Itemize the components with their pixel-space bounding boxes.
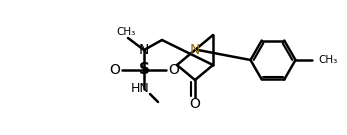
Text: S: S xyxy=(138,63,150,77)
Text: O: O xyxy=(189,97,201,111)
Text: CH₃: CH₃ xyxy=(116,26,136,36)
Text: N: N xyxy=(139,43,149,57)
Text: N: N xyxy=(190,43,200,57)
Text: O: O xyxy=(168,63,179,77)
Text: HN: HN xyxy=(130,82,149,95)
Text: O: O xyxy=(109,63,120,77)
Text: CH₃: CH₃ xyxy=(318,55,337,65)
